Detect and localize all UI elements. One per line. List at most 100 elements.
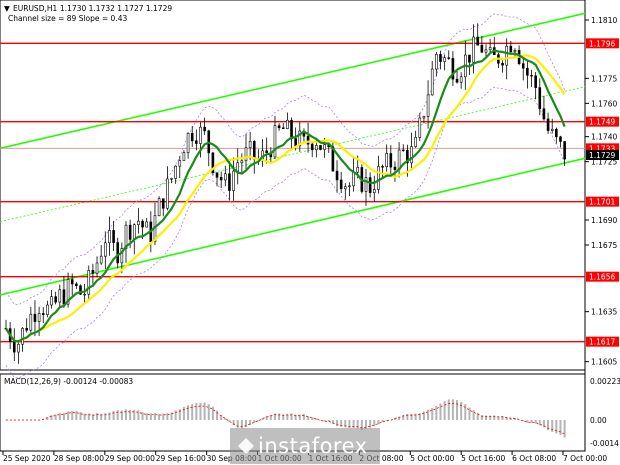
candle-body-351 [488,47,492,51]
candle-body-303 [422,116,426,119]
macd-bar-27 [116,410,119,420]
candle-body-138 [195,140,198,144]
macd-bar-115 [480,415,483,420]
level-label-3: 1.1701 [589,198,615,207]
macd-bar-84 [352,420,355,428]
macd-bar-55 [232,420,235,425]
candle-body-177 [248,141,252,149]
macd-bar-82 [344,420,347,428]
macd-bar-81 [340,420,343,427]
candle-body-117 [166,178,169,209]
candle-body-243 [339,179,343,190]
candle-body-255 [356,167,360,173]
candle-body-264 [368,177,372,193]
level-label-2: 1.1733 [589,144,615,153]
macd-bar-127 [530,420,533,423]
macd-bar-41 [174,410,177,420]
price-tick-label-0: 1.1810 [591,16,617,25]
price-tick-label-4: 1.1725 [591,158,617,167]
macd-bar-20 [87,413,90,420]
macd-bar-72 [302,414,305,420]
candle-body-282 [393,166,397,170]
macd-bar-117 [489,415,492,420]
price-tick-label-3: 1.1740 [591,133,617,142]
macd-bar-45 [191,404,194,420]
current-price-tag [586,150,619,160]
macd-tick-top: 0.00223 [590,377,620,386]
macd-bar-46 [195,402,198,420]
candle-body-246 [344,186,347,190]
level-tag-5 [586,336,619,347]
macd-bar-126 [526,420,529,423]
level-label-0: 1.1796 [589,39,615,48]
candle-body-288 [401,149,405,152]
candle-body-306 [426,94,430,117]
candle-body-162 [228,173,231,191]
time-tick-label-8: 5 Oct 00:00 [410,454,454,463]
candle-body-174 [244,147,248,162]
macd-bar-88 [369,420,372,428]
candle-body-78 [112,230,115,243]
macd-bar-104 [435,406,438,420]
macd-bar-120 [501,416,504,420]
macd-bar-22 [96,413,99,420]
candle-body-93 [132,224,136,240]
macd-bar-134 [559,420,562,436]
candle-body-318 [443,57,446,62]
macd-bar-109 [456,399,459,420]
candle-body-324 [451,58,455,80]
macd-bar-90 [377,420,380,425]
header-symbol: EURUSD,H1 [13,4,57,13]
candle-body-144 [203,126,206,132]
candle-body-90 [128,224,132,240]
macd-bar-99 [414,413,417,420]
candle-body-219 [306,135,310,145]
time-tick-label-11: 7 Oct 00:00 [563,454,607,463]
candle-body-30 [46,304,49,316]
candle-body-111 [157,198,161,217]
macd-tick-bottom: -0.0014 [590,439,619,448]
candle-body-45 [66,279,70,305]
level-tag-3 [586,196,619,207]
time-tick-label-2: 29 Sep 00:00 [105,454,155,463]
level-labels: 1.1796 1.1749 1.1733 1.1701 1.1656 1.1617 1.17… [586,38,619,347]
macd-bar-21 [91,414,94,420]
macd-bar-91 [381,420,384,423]
candle-body-297 [414,137,417,147]
macd-bar-78 [327,420,330,422]
time-tick-label-9: 5 Oct 16:00 [461,454,505,463]
macd-bar-130 [542,420,545,428]
candle-body-114 [161,198,165,209]
macd-bar-100 [418,413,421,420]
macd-bar-69 [290,413,293,420]
candle-body-273 [381,166,384,168]
macd-bar-11 [50,415,53,420]
candle-body-42 [62,289,66,305]
macd-bar-110 [460,401,463,420]
macd-bar-68 [286,413,289,420]
candle-body-72 [104,242,107,257]
macd-bar-59 [249,420,252,426]
candle-body-48 [70,279,74,285]
macd-bar-76 [319,420,322,421]
price-tick-label-8: 1.1605 [591,358,617,367]
macd-bar-66 [278,413,281,420]
candle-body-393 [546,118,550,131]
header-arrow: ▼ [4,4,10,13]
candle-body-159 [224,173,227,181]
macd-bar-18 [79,412,82,420]
candle-body-375 [521,63,525,69]
candle-body-231 [323,144,326,150]
candle-body-363 [505,45,508,66]
candle-body-81 [116,242,120,264]
macd-bar-86 [360,420,363,430]
candle-body-12 [21,328,24,345]
channel-upper-line [0,12,586,150]
fast-moving-average-line [5,49,566,343]
macd-bar-132 [551,420,554,432]
candle-body-69 [99,255,103,264]
macd-bar-61 [257,420,260,422]
time-tick-label-1: 28 Sep 08:00 [54,454,104,463]
candle-body-204 [286,119,289,129]
macd-bar-112 [468,407,471,420]
